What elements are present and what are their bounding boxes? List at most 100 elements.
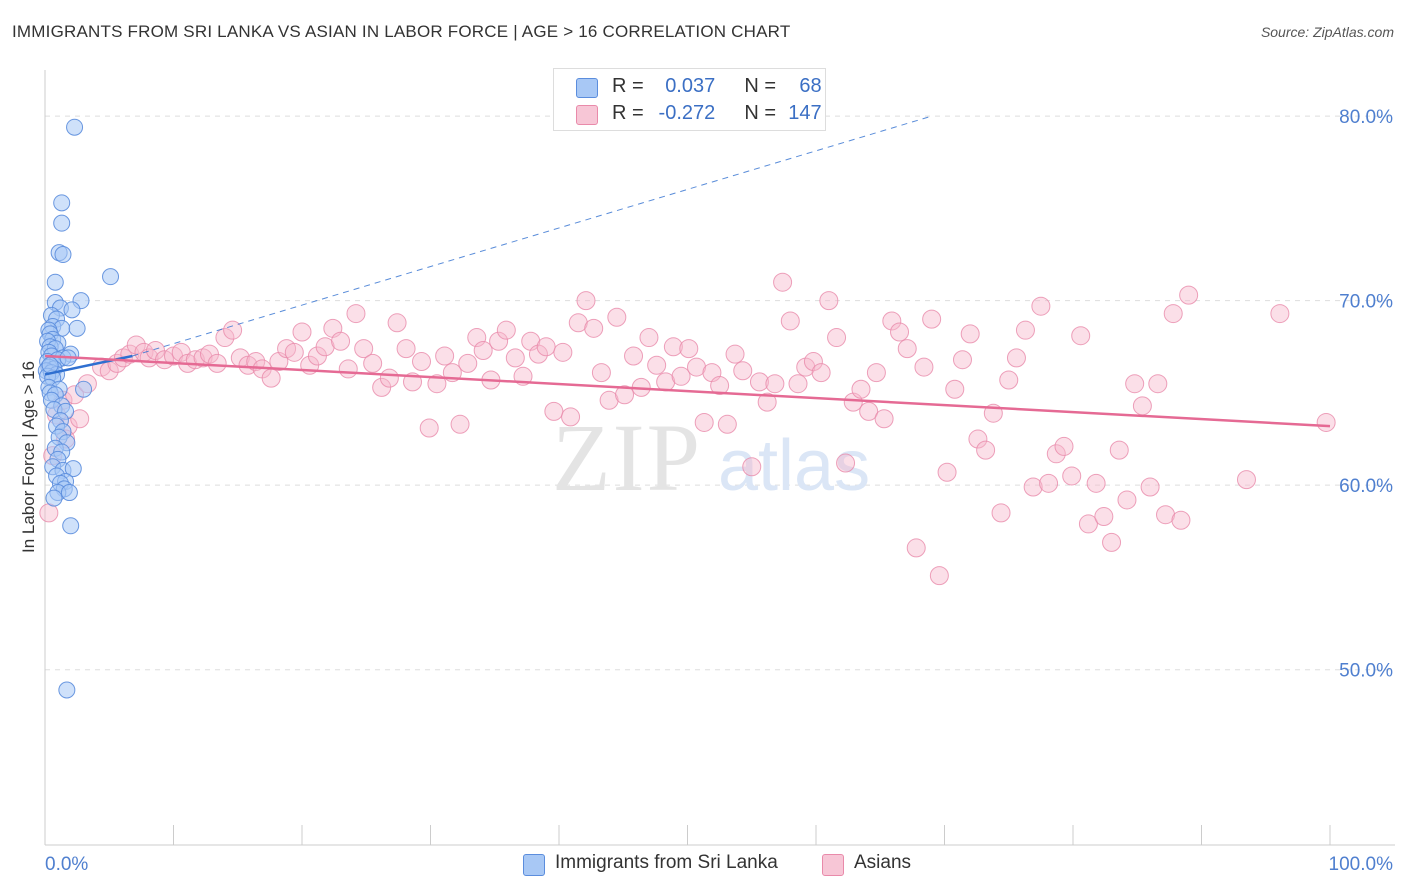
asians-point [379,368,399,388]
legend-n-value: 147 [788,102,822,124]
y-tick-labels: 50.0% 60.0% 70.0% 80.0% [1339,107,1393,682]
asians-point [694,412,714,432]
asians-point [1156,505,1176,525]
sri-lanka-point [58,681,76,699]
asians-point [193,348,213,368]
asians-point [803,352,823,372]
asians-point [639,328,659,348]
stats-legend: R = 0.037 N = 68 R = -0.272 N = 147 [553,68,826,131]
asians-point [528,344,548,364]
asians-point [890,322,910,342]
asians-point [315,337,335,357]
asians-point [591,363,611,383]
sri-lanka-point [62,517,80,535]
asians-point [733,361,753,381]
asians-point [1054,436,1074,456]
asians-point [1171,510,1191,530]
asians-point [450,414,470,434]
legend-n-label: N = [744,102,777,124]
asians-point [679,339,699,359]
asians-point [780,311,800,331]
asians-point [827,328,847,348]
asians-point [599,390,619,410]
x-tick-label: 0.0% [45,854,88,875]
asians-point [354,339,374,359]
asians-point [1078,514,1098,534]
asians-point [419,418,439,438]
sri-lanka-point [64,460,82,478]
asians-point [836,453,856,473]
asians-point [427,374,447,394]
sri-lanka-point [53,194,71,212]
asians-point [412,352,432,372]
asians-point [647,355,667,375]
legend-n-label: N = [744,75,777,97]
asians-point [765,374,785,394]
asians-trend-line [44,354,1331,428]
asians-point [757,392,777,412]
source-credit: Source: ZipAtlas.com [1260,24,1394,40]
asians-point [215,328,235,348]
asians-point [1023,477,1043,497]
asians-point [624,346,644,366]
asians-point [1125,374,1145,394]
asians-point [1140,477,1160,497]
asians-point [1148,374,1168,394]
legend-r-label: R = [612,75,644,97]
sri-lanka-point [63,301,81,319]
axes [44,70,1395,846]
asians-point [717,414,737,434]
asians-point [607,307,627,327]
asians-point [396,339,416,359]
x-tick-labels: 0.0% 100.0% [45,854,1393,875]
asians-point [1062,466,1082,486]
asians-point [742,457,762,477]
legend-n-value: 68 [799,75,822,97]
asians-point [338,359,358,379]
series-legend: Immigrants from Sri Lanka Asians [0,852,1406,878]
chart-title: IMMIGRANTS FROM SRI LANKA VS ASIAN IN LA… [12,22,791,41]
asians-point [991,503,1011,523]
asians-point [914,357,934,377]
asians-point [1015,320,1035,340]
asians-point [960,324,980,344]
asians-point [39,503,59,523]
asians-point [859,401,879,421]
asians-point [387,313,407,333]
asians-point [544,401,564,421]
sri-lanka-point [53,214,71,232]
asians-point [292,322,312,342]
asians-point [725,344,745,364]
asians-point [1117,490,1137,510]
asians-point [1039,473,1059,493]
asians-point [1316,412,1336,432]
asians-point [788,374,808,394]
asians-point [126,335,146,355]
asians-point [284,342,304,362]
asians-point [207,353,227,373]
asians-point [773,272,793,292]
asians-point [999,370,1019,390]
asians-point [945,379,965,399]
sri-lanka-point [75,380,93,398]
asians-point [929,566,949,586]
watermark-atlas: atlas [718,426,870,506]
legend-swatch-blue [576,78,598,98]
asians-point [1046,444,1066,464]
asians-point [922,309,942,329]
asians-point [1270,304,1290,324]
legend-swatch-pink [822,854,844,876]
asians-point [496,320,516,340]
asians-point [1086,473,1106,493]
y-tick-label: 60.0% [1339,476,1393,497]
asians-point [473,340,493,360]
asians-point [976,440,996,460]
asians-point [1179,285,1199,305]
asians-point [615,385,635,405]
asians-point [363,353,383,373]
asians-point [866,363,886,383]
asians-point [505,348,525,368]
asians-point [346,304,366,324]
x-tick-label: 100.0% [1329,854,1394,875]
